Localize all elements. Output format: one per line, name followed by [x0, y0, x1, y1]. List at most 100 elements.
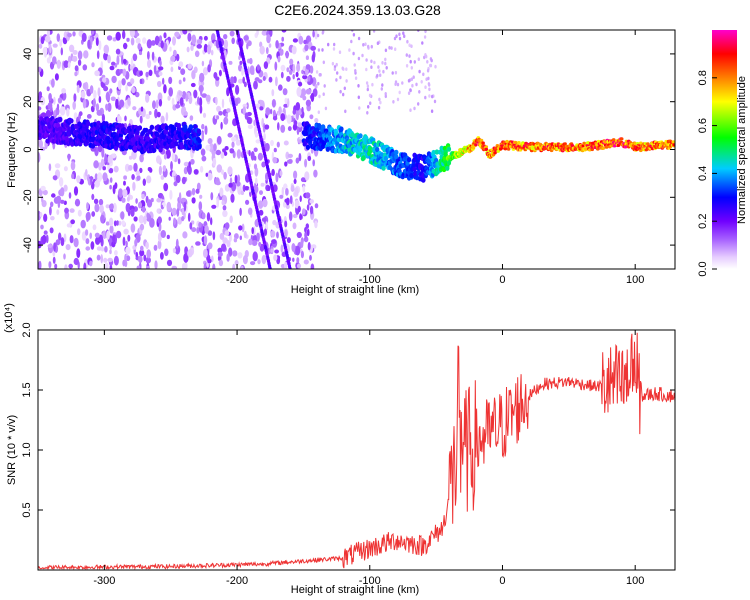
noise-speckle [348, 48, 351, 52]
noise-speckle [201, 60, 205, 67]
noise-speckle [191, 70, 196, 80]
noise-speckle [106, 230, 110, 240]
noise-speckle [428, 94, 431, 98]
noise-speckle [394, 47, 397, 51]
noise-speckle [205, 172, 209, 177]
noise-speckle [235, 139, 241, 146]
noise-speckle [343, 86, 346, 91]
noise-speckle [136, 265, 141, 269]
noise-speckle [218, 259, 224, 267]
noise-speckle [280, 124, 286, 133]
noise-speckle [98, 96, 102, 103]
noise-speckle [324, 106, 328, 111]
noise-speckle [183, 111, 188, 116]
noise-speckle [317, 48, 321, 52]
noise-speckle [304, 44, 309, 52]
noise-speckle [108, 217, 114, 227]
noise-speckle [117, 115, 122, 123]
noise-speckle [221, 169, 224, 175]
noise-speckle [238, 78, 243, 84]
noise-speckle [191, 197, 196, 204]
noise-speckle [253, 163, 258, 170]
y-tick-label: 0 [22, 146, 34, 152]
noise-speckle [132, 53, 138, 62]
noise-speckle [201, 155, 207, 162]
noise-speckle [262, 76, 266, 81]
noise-speckle [168, 87, 173, 97]
noise-speckle [278, 84, 283, 91]
noise-speckle [239, 60, 243, 65]
noise-speckle [93, 198, 99, 204]
noise-speckle [249, 57, 253, 65]
noise-speckle [47, 244, 53, 248]
noise-speckle [240, 265, 244, 269]
spectrogram-marks [38, 30, 675, 269]
noise-speckle [157, 80, 162, 88]
noise-speckle [421, 41, 424, 45]
noise-speckle [232, 263, 236, 269]
noise-speckle [132, 106, 137, 111]
noise-speckle [268, 43, 272, 48]
noise-speckle [300, 239, 304, 249]
noise-speckle [68, 192, 72, 199]
noise-speckle [283, 140, 289, 146]
noise-speckle [63, 233, 67, 242]
noise-speckle [293, 120, 298, 126]
noise-speckle [91, 211, 96, 217]
noise-speckle [145, 71, 149, 78]
noise-speckle [73, 112, 78, 120]
noise-speckle [112, 234, 115, 244]
noise-speckle [207, 138, 213, 145]
y-tick-label: 1.5 [21, 382, 33, 397]
noise-speckle [261, 30, 268, 36]
noise-speckle [236, 181, 241, 187]
noise-speckle [46, 86, 50, 92]
noise-speckle [424, 95, 427, 100]
noise-speckle [64, 264, 68, 269]
noise-speckle [305, 99, 311, 107]
noise-speckle [253, 147, 258, 153]
noise-speckle [231, 37, 235, 45]
noise-speckle [276, 231, 279, 239]
x-tick-label: 0 [499, 575, 505, 587]
noise-speckle [74, 71, 78, 77]
noise-speckle [281, 30, 287, 33]
spectrogram-x-axis-label: Height of straight line (km) [291, 284, 419, 296]
ridge-point [446, 146, 452, 152]
noise-speckle [137, 43, 142, 50]
noise-speckle [125, 103, 128, 108]
noise-speckle [271, 99, 276, 108]
noise-speckle [207, 230, 213, 236]
spectrogram-y-ticks: -40 -20 0 20 40 [22, 48, 675, 253]
noise-speckle [96, 109, 103, 116]
noise-speckle [123, 228, 129, 235]
noise-speckle [352, 51, 355, 56]
noise-speckle [94, 173, 98, 181]
noise-speckle [315, 70, 319, 74]
noise-speckle [426, 68, 430, 73]
noise-speckle [231, 141, 235, 148]
snr-y-axis-label: SNR (10 * v/v) [6, 415, 18, 485]
noise-speckle [141, 193, 145, 200]
noise-speckle [258, 200, 264, 209]
noise-speckle [126, 196, 130, 202]
noise-speckle [38, 152, 41, 162]
ridge-point [517, 141, 521, 145]
noise-speckle [89, 232, 92, 239]
y-tick-label: 2.0 [21, 322, 33, 337]
ridge-point [358, 133, 363, 139]
noise-speckle [309, 205, 314, 215]
noise-speckle [293, 170, 298, 180]
noise-speckle [146, 212, 150, 219]
noise-speckle [121, 220, 126, 226]
noise-speckle [49, 206, 52, 216]
noise-speckle [300, 250, 304, 259]
noise-speckle [279, 170, 283, 177]
noise-speckle [40, 112, 47, 118]
noise-speckle [239, 207, 242, 216]
noise-speckle [323, 84, 326, 88]
noise-speckle [234, 174, 238, 184]
noise-speckle [191, 227, 197, 233]
noise-speckle [255, 139, 261, 144]
noise-speckle [123, 42, 128, 50]
